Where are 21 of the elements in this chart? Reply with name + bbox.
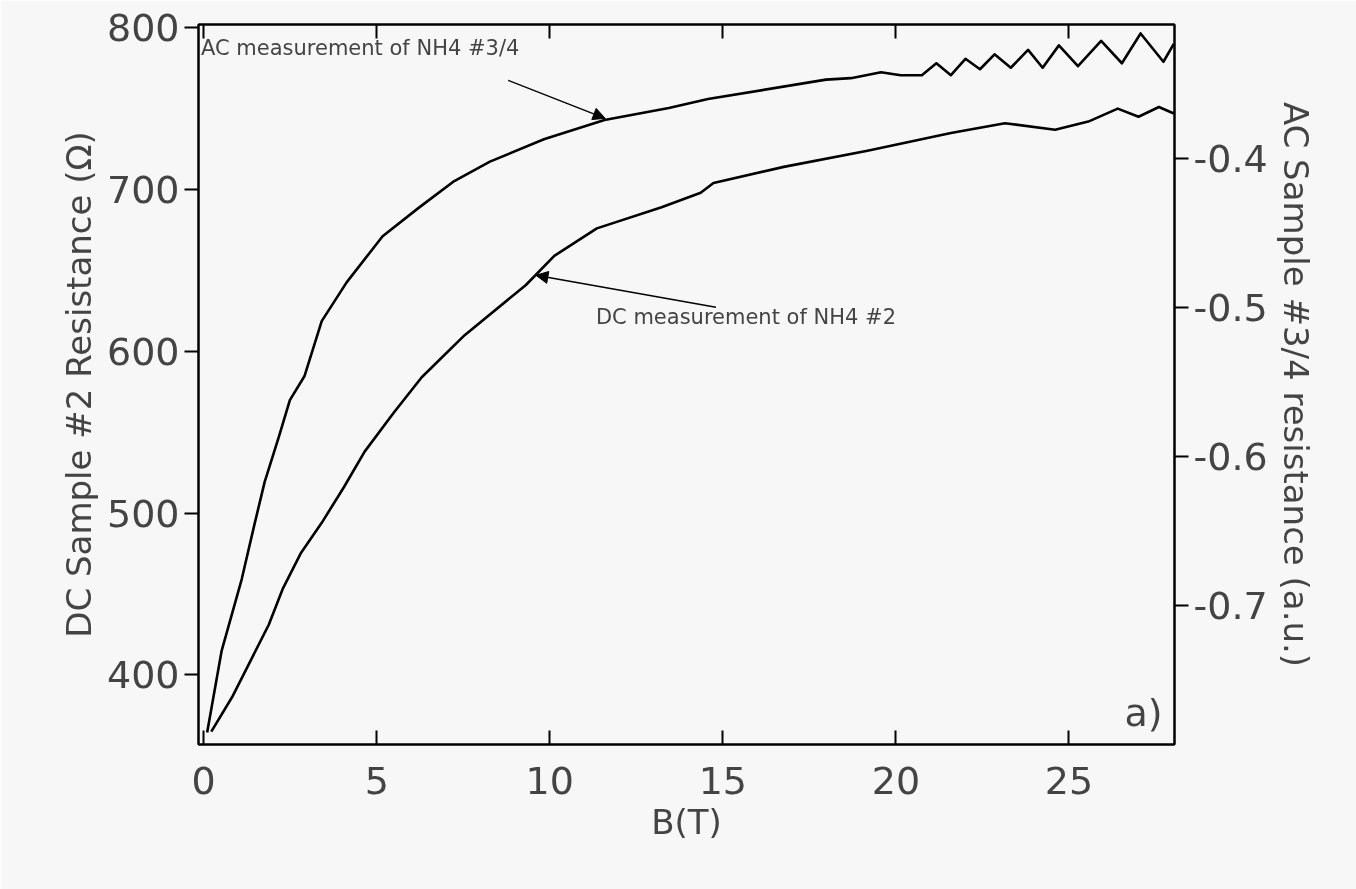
y-tick-label: 600	[106, 329, 180, 374]
y-tick-label: 700	[106, 168, 180, 213]
y-tick-label: 800	[106, 6, 180, 51]
x-tick-label: 10	[525, 758, 574, 803]
y2-tick-label: -0.6	[1193, 435, 1268, 480]
y-tick-label: 500	[106, 491, 180, 536]
annotation: DC measurement of NH4 #2	[595, 305, 897, 330]
y-axis-title: DC Sample #2 Resistance (Ω)	[58, 131, 99, 638]
y2-axis-title: AC Sample #3/4 resistance (a.u.)	[1275, 101, 1316, 668]
x-tick-label: 25	[1044, 758, 1094, 803]
x-tick-label: 20	[871, 758, 921, 803]
y2-tick-label: -0.7	[1193, 584, 1268, 629]
annotation: a)	[1124, 690, 1163, 735]
y2-tick-label: -0.4	[1193, 137, 1268, 182]
annotation: AC measurement of NH4 #3/4	[200, 36, 520, 61]
x-axis-title: B(T)	[651, 801, 722, 842]
x-tick-label: 5	[364, 758, 389, 803]
x-tick-label: 0	[191, 758, 216, 803]
y-tick-label: 400	[106, 653, 180, 698]
x-tick-label: 15	[698, 758, 748, 803]
y2-tick-label: -0.5	[1193, 286, 1268, 331]
